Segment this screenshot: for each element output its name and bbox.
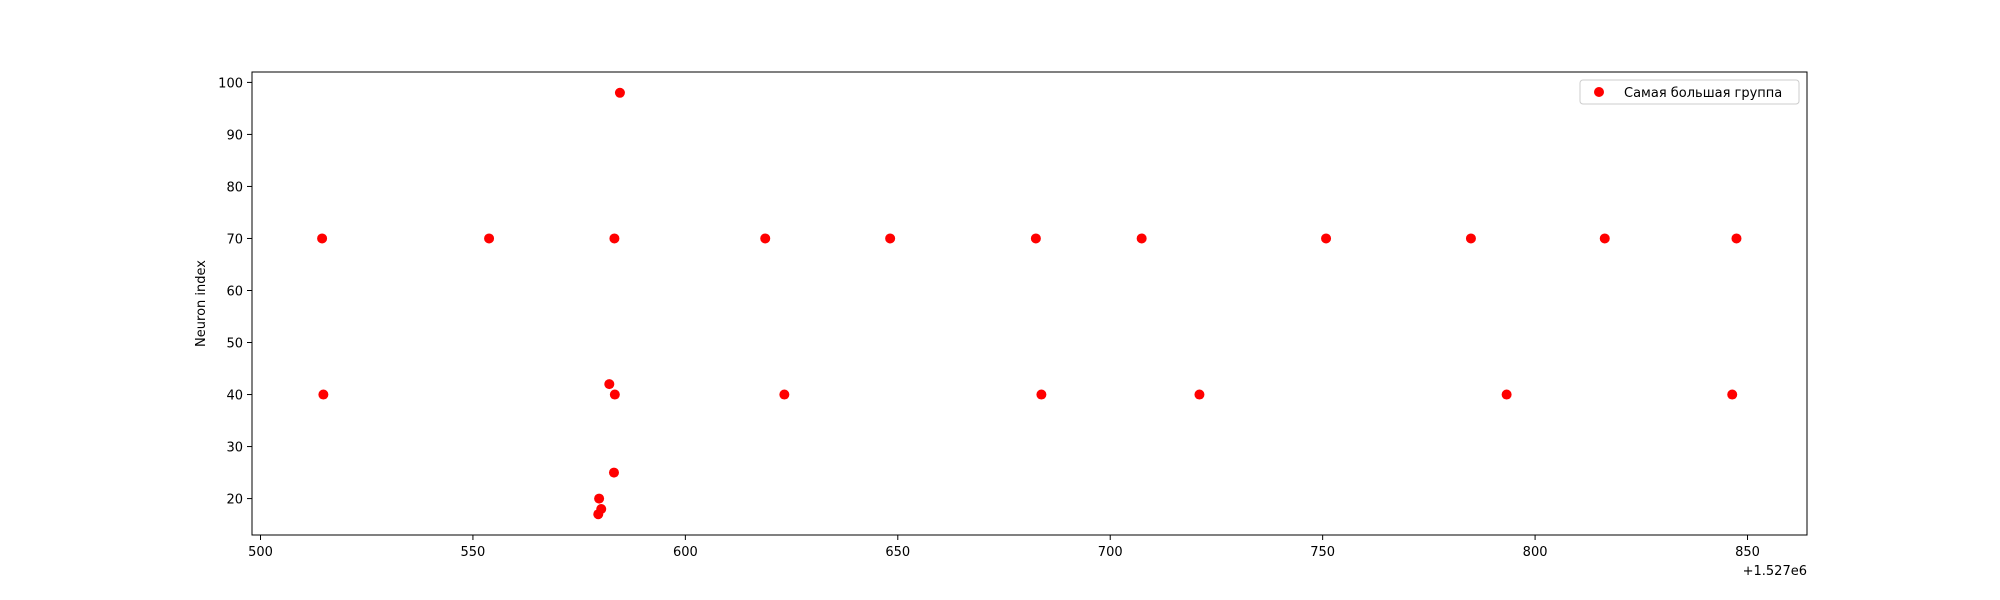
legend-marker <box>1594 87 1604 97</box>
legend-box <box>1579 79 1800 105</box>
data-point <box>604 379 615 390</box>
y-tick-label: 30 <box>226 441 243 456</box>
legend: Самая большая группа <box>1579 79 1800 105</box>
data-point <box>608 467 619 478</box>
data-point <box>1030 233 1041 244</box>
x-tick-label: 750 <box>1310 545 1335 560</box>
y-tick-label: 20 <box>226 493 243 508</box>
y-tick-label: 60 <box>226 284 243 299</box>
plot-frame <box>251 71 1808 536</box>
x-tick-label: 650 <box>885 545 910 560</box>
data-point <box>1036 389 1047 400</box>
y-tick-label: 70 <box>226 232 243 247</box>
x-offset-label: +1.527e6 <box>1743 564 1807 579</box>
data-point <box>596 503 607 514</box>
data-point <box>1136 233 1147 244</box>
data-point <box>1731 233 1742 244</box>
data-point <box>1194 389 1205 400</box>
data-point <box>614 87 625 98</box>
data-point <box>484 233 495 244</box>
x-tick-label: 800 <box>1523 545 1548 560</box>
y-tick-label: 40 <box>226 389 243 404</box>
data-point <box>1727 389 1738 400</box>
data-point <box>609 389 620 400</box>
data-point <box>885 233 896 244</box>
data-point <box>609 233 620 244</box>
y-axis-label: Neuron index <box>194 260 209 347</box>
x-tick-label: 500 <box>248 545 273 560</box>
data-point <box>779 389 790 400</box>
x-tick-label: 600 <box>673 545 698 560</box>
y-tick-label: 50 <box>226 337 243 352</box>
legend-label: Самая большая группа <box>1624 86 1782 101</box>
data-point <box>760 233 771 244</box>
data-point <box>594 493 605 504</box>
y-tick-label: 100 <box>218 76 243 91</box>
data-point <box>1321 233 1332 244</box>
plot-area <box>252 72 1807 535</box>
data-point <box>1599 233 1610 244</box>
data-points <box>317 87 1742 520</box>
data-point <box>1465 233 1476 244</box>
x-tick-label: 550 <box>461 545 486 560</box>
y-tick-label: 90 <box>226 128 243 143</box>
x-tick-label: 700 <box>1098 545 1123 560</box>
y-axis: 20 30 40 50 60 70 80 90 100 <box>218 76 252 508</box>
data-point <box>317 233 328 244</box>
data-point <box>318 389 329 400</box>
x-tick-label: 850 <box>1735 545 1760 560</box>
data-point <box>1501 389 1512 400</box>
y-tick-label: 80 <box>226 180 243 195</box>
x-axis: 500 550 600 650 700 750 800 850 <box>248 535 1760 560</box>
